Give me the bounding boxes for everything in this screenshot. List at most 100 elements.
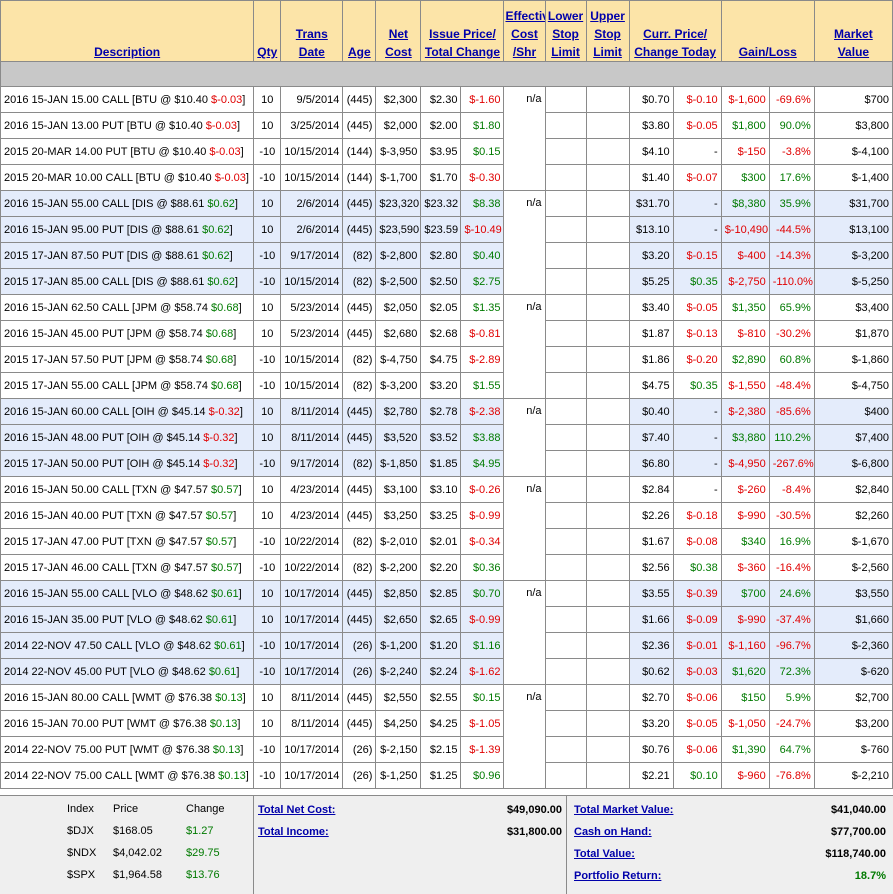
upper-stop-cell[interactable]	[585, 268, 630, 295]
col-net-cost[interactable]: Net Cost	[375, 0, 422, 62]
gain-loss-cell: $1,620	[720, 658, 770, 685]
lower-stop-cell[interactable]	[544, 658, 587, 685]
lower-stop-cell[interactable]	[544, 580, 587, 607]
lower-stop-cell[interactable]	[544, 606, 587, 633]
bracket-close: ]	[238, 379, 242, 392]
gain-loss-pct-cell: -30.5%	[768, 502, 815, 529]
total-market-value-link[interactable]: Total Market Value:	[574, 804, 674, 816]
upper-stop-cell[interactable]	[585, 398, 630, 425]
upper-stop-cell[interactable]	[585, 710, 630, 737]
col-issue-price[interactable]: Issue Price/Total Change	[420, 0, 505, 62]
upper-stop-cell[interactable]	[585, 424, 630, 451]
col-effective-cost[interactable]: EffectiveCost/Shr	[503, 0, 546, 62]
lower-stop-cell[interactable]	[544, 502, 587, 529]
gain-loss-cell: $-960	[720, 762, 770, 789]
issue-price-cell: $3.20	[420, 372, 462, 399]
upper-stop-cell[interactable]	[585, 190, 630, 217]
upper-stop-cell[interactable]	[585, 242, 630, 269]
upper-stop-cell[interactable]	[585, 632, 630, 659]
gain-loss-cell: $-990	[720, 502, 770, 529]
total-net-cost-link[interactable]: Total Net Cost:	[258, 804, 336, 816]
upper-stop-cell[interactable]	[585, 450, 630, 477]
lower-stop-cell[interactable]	[544, 138, 587, 165]
upper-stop-cell[interactable]	[585, 762, 630, 789]
total-income-value: $31,800.00	[506, 826, 562, 838]
age-cell: (26)	[342, 658, 377, 685]
col-curr-price[interactable]: Curr. Price/Change Today	[628, 0, 722, 62]
lower-stop-cell[interactable]	[544, 320, 587, 347]
upper-stop-cell[interactable]	[585, 216, 630, 243]
lower-stop-cell[interactable]	[544, 554, 587, 581]
lower-stop-cell[interactable]	[544, 632, 587, 659]
lower-stop-cell[interactable]	[544, 216, 587, 243]
lower-stop-cell[interactable]	[544, 736, 587, 763]
upper-stop-cell[interactable]	[585, 164, 630, 191]
upper-stop-cell[interactable]	[585, 684, 630, 711]
change-today-cell: $-0.03	[672, 658, 722, 685]
col-qty[interactable]: Qty	[253, 0, 282, 62]
upper-stop-cell[interactable]	[585, 502, 630, 529]
contract-label: 2016 15-JAN 60.00 CALL [OIH @ $45.14	[4, 405, 209, 418]
change-today-cell: $-0.01	[672, 632, 722, 659]
upper-stop-cell[interactable]	[585, 528, 630, 555]
upper-stop-cell[interactable]	[585, 736, 630, 763]
gain-loss-cell: $-810	[720, 320, 770, 347]
lower-stop-cell[interactable]	[544, 710, 587, 737]
lower-stop-cell[interactable]	[544, 398, 587, 425]
lower-stop-cell[interactable]	[544, 762, 587, 789]
age-cell: (82)	[342, 528, 377, 555]
col-lower-stop[interactable]: Lower Stop Limit	[544, 0, 587, 62]
lower-stop-cell[interactable]	[544, 242, 587, 269]
lower-stop-cell[interactable]	[544, 528, 587, 555]
effective-cost-cell: n/a	[503, 580, 546, 685]
lower-stop-cell[interactable]	[544, 346, 587, 373]
lower-stop-cell[interactable]	[544, 112, 587, 139]
trans-date-cell: 2/6/2014	[280, 216, 344, 243]
upper-stop-cell[interactable]	[585, 580, 630, 607]
gain-loss-cell: $340	[720, 528, 770, 555]
qty-cell: 10	[253, 606, 282, 633]
total-change-cell: $0.96	[460, 762, 505, 789]
col-age[interactable]: Age	[342, 0, 377, 62]
position-description: 2014 22-NOV 47.50 CALL [VLO @ $48.62 $0.…	[0, 632, 255, 659]
col-gain-loss[interactable]: Gain/Loss	[720, 0, 815, 62]
col-upper-stop[interactable]: Upper Stop Limit	[585, 0, 630, 62]
lower-stop-cell[interactable]	[544, 190, 587, 217]
lower-stop-cell[interactable]	[544, 450, 587, 477]
lower-stop-cell[interactable]	[544, 372, 587, 399]
upper-stop-cell[interactable]	[585, 554, 630, 581]
upper-stop-cell[interactable]	[585, 658, 630, 685]
lower-stop-cell[interactable]	[544, 86, 587, 113]
lower-stop-cell[interactable]	[544, 476, 587, 503]
curr-price-cell: $2.70	[628, 684, 674, 711]
total-income-link[interactable]: Total Income:	[258, 826, 329, 838]
position-description: 2015 17-JAN 85.00 CALL [DIS @ $88.61 $0.…	[0, 268, 255, 295]
upper-stop-cell[interactable]	[585, 294, 630, 321]
col-trans-date[interactable]: Trans Date	[280, 0, 344, 62]
bracket-close: ]	[233, 353, 237, 366]
col-description[interactable]: Description	[0, 0, 255, 62]
upper-stop-cell[interactable]	[585, 138, 630, 165]
underlying-change: $0.13	[212, 743, 241, 756]
lower-stop-cell[interactable]	[544, 164, 587, 191]
upper-stop-cell[interactable]	[585, 86, 630, 113]
upper-stop-cell[interactable]	[585, 320, 630, 347]
market-value-cell: $2,260	[813, 502, 893, 529]
total-value-link[interactable]: Total Value:	[574, 848, 635, 860]
portfolio-return-link[interactable]: Portfolio Return:	[574, 870, 662, 882]
total-change-cell: $0.36	[460, 554, 505, 581]
lower-stop-cell[interactable]	[544, 294, 587, 321]
upper-stop-cell[interactable]	[585, 112, 630, 139]
lower-stop-cell[interactable]	[544, 268, 587, 295]
upper-stop-cell[interactable]	[585, 606, 630, 633]
lower-stop-cell[interactable]	[544, 684, 587, 711]
lower-stop-cell[interactable]	[544, 424, 587, 451]
cash-on-hand-link[interactable]: Cash on Hand:	[574, 826, 652, 838]
net-cost-cell: $-1,700	[375, 164, 422, 191]
upper-stop-cell[interactable]	[585, 372, 630, 399]
upper-stop-cell[interactable]	[585, 346, 630, 373]
col-market-value[interactable]: Market Value	[813, 0, 893, 62]
position-description: 2016 15-JAN 55.00 CALL [DIS @ $88.61 $0.…	[0, 190, 255, 217]
upper-stop-cell[interactable]	[585, 476, 630, 503]
issue-price-cell: $3.95	[420, 138, 462, 165]
